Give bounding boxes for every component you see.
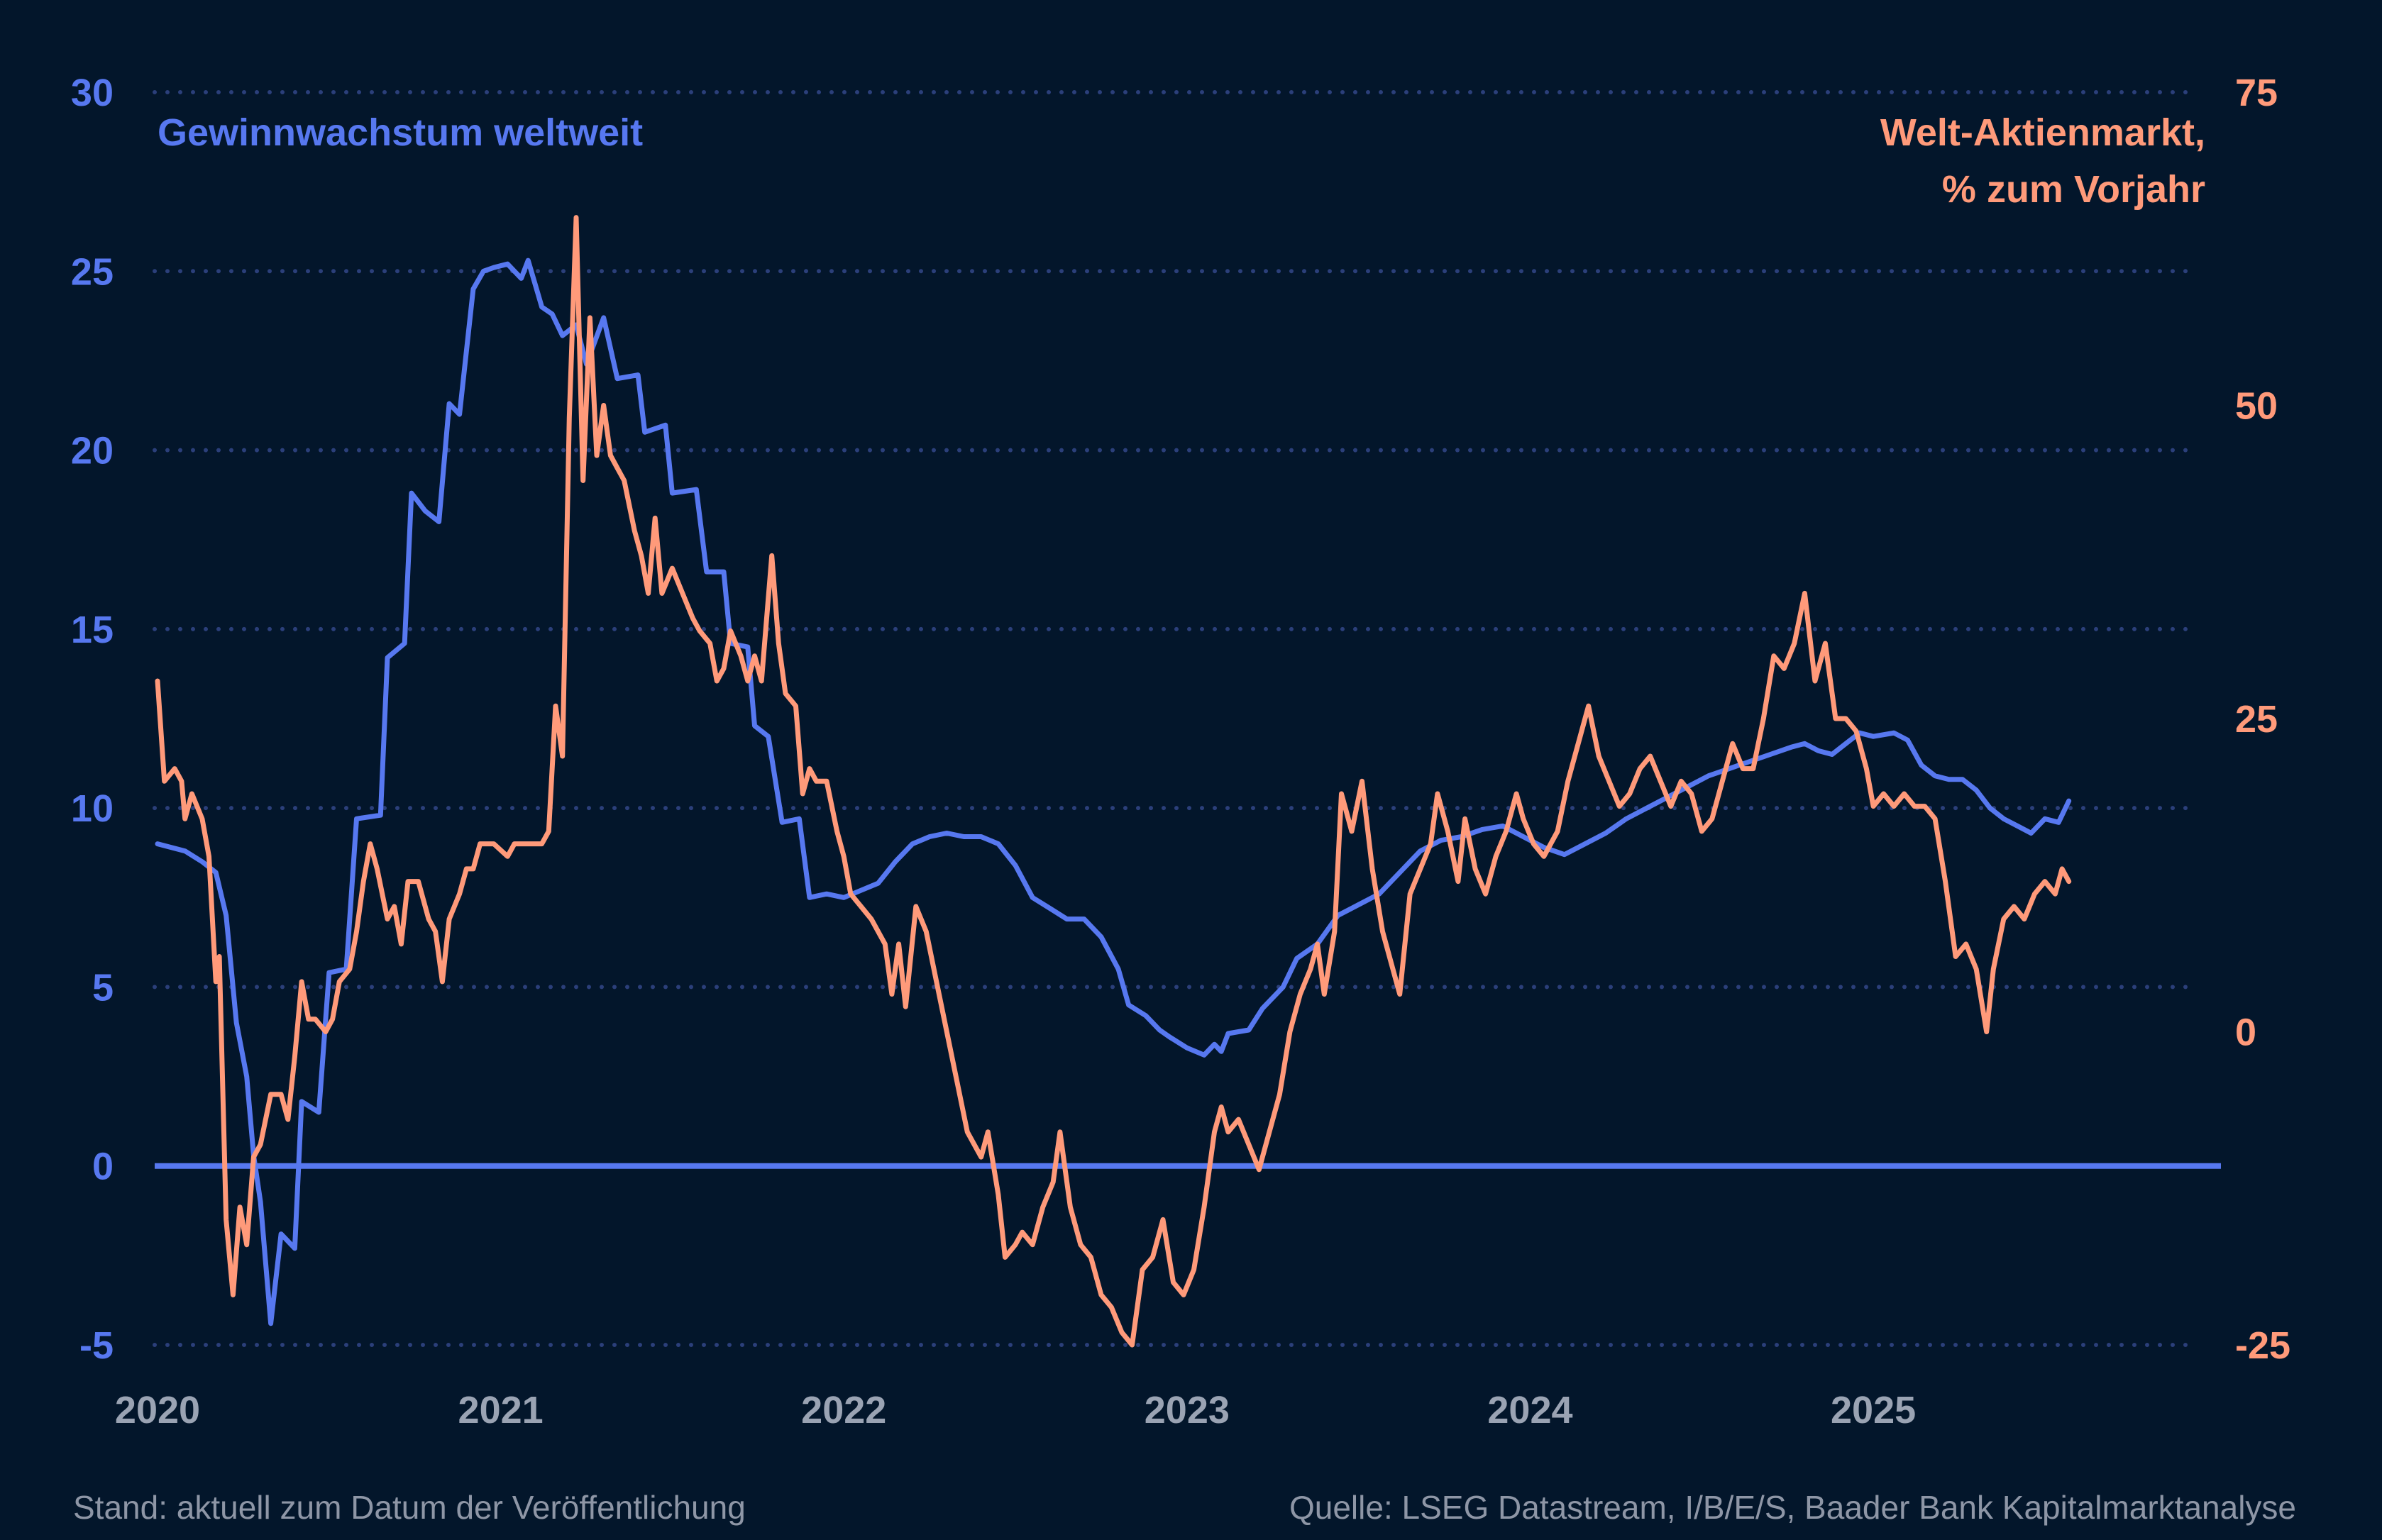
series-line-aktienmarkt (155, 215, 2072, 1348)
y-right-tick-75: 75 (2235, 72, 2278, 114)
x-tick-2023: 2023 (1145, 1389, 1230, 1431)
series-label-aktienmarkt-line1: Welt-Aktienmarkt, (1880, 111, 2205, 154)
x-axis-ticks: 2020 2021 2022 2023 2024 2025 (115, 1389, 1916, 1431)
y-left-tick-30: 30 (71, 72, 114, 114)
footer-quelle: Quelle: LSEG Datastream, I/B/E/S, Baader… (1289, 1489, 2296, 1526)
y-axis-left-ticks: 30 25 20 15 10 5 0 -5 (71, 72, 114, 1367)
series-label-aktienmarkt-line2: % zum Vorjahr (1942, 168, 2205, 211)
x-tick-2021: 2021 (458, 1389, 544, 1431)
grid-lines (153, 90, 2198, 1347)
y-right-tick--25: -25 (2235, 1324, 2290, 1367)
x-tick-2022: 2022 (801, 1389, 886, 1431)
y-left-tick-10: 10 (71, 787, 114, 830)
y-left-tick-5: 5 (92, 966, 114, 1009)
series-label-gewinnwachstum: Gewinnwachstum weltweit (158, 111, 643, 154)
x-tick-2024: 2024 (1487, 1389, 1572, 1431)
y-left-tick-25: 25 (71, 250, 114, 293)
series-lines (155, 215, 2072, 1348)
y-right-tick-25: 25 (2235, 698, 2278, 741)
series-line-gewinnwachstum (155, 257, 2072, 1326)
x-tick-2025: 2025 (1831, 1389, 1916, 1431)
y-right-tick-50: 50 (2235, 385, 2278, 428)
y-left-tick-0: 0 (92, 1146, 114, 1188)
y-right-tick-0: 0 (2235, 1012, 2256, 1054)
y-left-tick-20: 20 (71, 430, 114, 472)
x-tick-2020: 2020 (115, 1389, 200, 1431)
footer-stand: Stand: aktuell zum Datum der Veröffentli… (73, 1489, 746, 1526)
y-left-tick--5: -5 (79, 1324, 114, 1367)
y-axis-right-ticks: 75 50 25 0 -25 (2235, 72, 2290, 1367)
y-left-tick-15: 15 (71, 609, 114, 651)
